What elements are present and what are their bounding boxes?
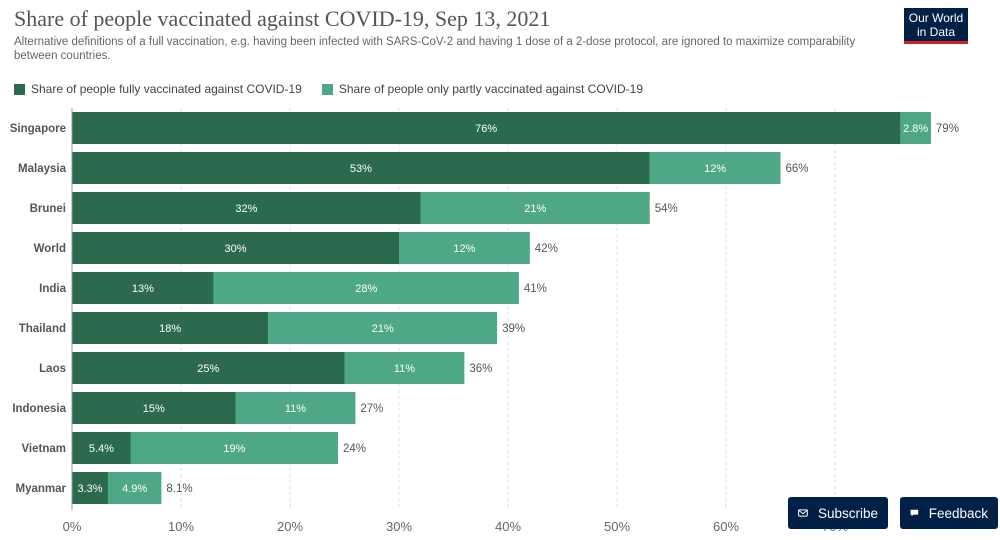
category-label: Brunei [30,203,66,215]
data-label-partly: 12% [453,243,475,255]
data-label-fully: 32% [235,203,257,215]
subscribe-button[interactable]: Subscribe [788,497,888,529]
data-label-partly: 2.8% [903,123,928,135]
data-label-total: 27% [360,403,383,415]
bar-fully [72,112,901,144]
bar-partly [213,272,519,304]
legend-label-fully: Share of people fully vaccinated against… [31,82,302,96]
bar-partly [107,472,162,504]
data-label-fully: 15% [143,403,165,415]
x-tick-label: 30% [386,519,412,534]
data-label-partly: 4.9% [122,483,147,495]
chart-subtitle: Alternative definitions of a full vaccin… [14,36,856,62]
x-tick-label: 50% [604,519,630,534]
mail-icon [798,509,808,517]
data-label-partly: 21% [524,203,546,215]
legend: Share of people fully vaccinated against… [14,82,643,96]
x-tick-label: 20% [277,519,303,534]
data-label-fully: 18% [159,323,181,335]
category-label: World [34,243,66,255]
legend-swatch-fully [14,83,25,95]
data-label-partly: 11% [285,403,306,415]
data-label-fully: 76% [475,123,497,135]
data-label-total: 54% [655,203,678,215]
data-label-total: 41% [524,283,547,295]
data-label-partly: 11% [394,363,415,375]
bar-partly [900,112,931,144]
feedback-button[interactable]: Feedback [900,497,998,529]
legend-item-fully[interactable]: Share of people fully vaccinated against… [14,82,302,96]
category-label: Malaysia [18,163,67,175]
category-label: Thailand [19,323,66,335]
data-label-fully: 13% [132,283,154,295]
bar-fully [72,192,421,224]
bar-fully [72,472,108,504]
legend-label-partly: Share of people only partly vaccinated a… [338,82,643,96]
logo-line-1: Our World [908,11,964,25]
category-label: Indonesia [12,403,66,415]
data-label-total: 79% [936,123,959,135]
data-label-partly: 28% [355,283,377,295]
data-label-total: 42% [535,243,558,255]
x-tick-label: 60% [713,519,739,534]
data-label-total: 36% [469,363,492,375]
category-label: Vietnam [21,443,66,455]
data-label-total: 39% [502,323,525,335]
bar-fully [72,392,236,424]
owid-logo[interactable]: Our World in Data [904,8,968,44]
chart-title: Share of people vaccinated against COVID… [14,6,551,31]
bar-partly [130,432,338,464]
bar-partly [649,152,781,184]
legend-item-partly[interactable]: Share of people only partly vaccinated a… [321,82,643,96]
bar-fully [72,152,650,184]
bar-partly [235,392,356,424]
data-label-total: 24% [343,443,366,455]
data-label-total: 66% [786,163,809,175]
data-label-partly: 12% [704,163,726,175]
x-tick-label: 10% [168,519,194,534]
bar-fully [72,232,399,264]
legend-swatch-partly [321,83,333,95]
x-tick-label: 0% [63,519,82,534]
data-label-fully: 30% [224,243,246,255]
category-label: Laos [39,363,66,375]
bar-fully [72,272,214,304]
data-label-fully: 3.3% [77,483,102,495]
feedback-label: Feedback [928,505,988,521]
data-label-fully: 25% [197,363,219,375]
logo-line-2: in Data [916,25,956,39]
data-label-fully: 5.4% [89,443,114,455]
category-label: Myanmar [16,483,67,495]
bar-fully [72,432,131,464]
category-label: Singapore [10,123,66,135]
data-label-total: 8.1% [166,483,192,495]
bar-partly [399,232,530,264]
bar-fully [72,352,345,384]
subscribe-label: Subscribe [817,505,878,521]
comment-icon [910,509,919,517]
x-tick-label: 40% [495,519,521,534]
bar-partly [344,352,465,384]
data-label-fully: 53% [350,163,372,175]
category-label: India [39,283,66,295]
bar-partly [268,312,498,344]
data-label-partly: 21% [372,323,394,335]
bar-partly [420,192,650,224]
bar-fully [72,312,269,344]
data-label-partly: 19% [223,443,245,455]
